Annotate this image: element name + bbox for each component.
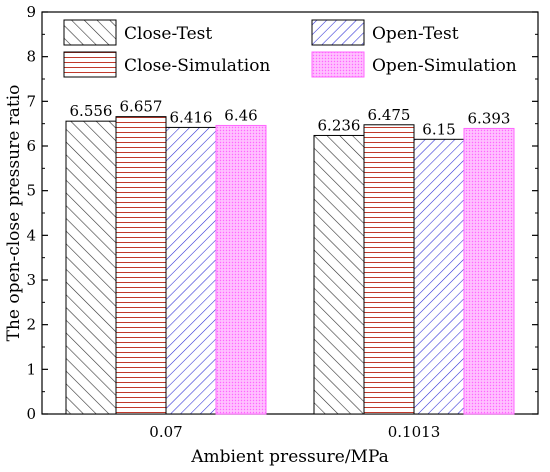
- y-axis: 0 1 2 3 4 5 6 7 8 9: [26, 3, 538, 423]
- data-label: 6.475: [368, 106, 411, 124]
- legend-swatch: [311, 51, 365, 78]
- y-tick-label: 2: [26, 316, 36, 334]
- legend-swatch: [311, 19, 365, 46]
- y-tick-label: 0: [26, 405, 36, 423]
- y-tick-label: 7: [26, 92, 36, 110]
- data-label: 6.15: [422, 120, 455, 138]
- legend-label: Close-Simulation: [124, 56, 270, 76]
- x-axis: 0.07 0.1013: [149, 408, 440, 441]
- data-label: 6.236: [318, 116, 361, 134]
- y-tick-label: 8: [26, 48, 36, 66]
- value-labels: 6.556 6.657 6.416 6.46 6.236 6.475 6.15 6.393: [70, 98, 511, 139]
- x-axis-title: Ambient pressure/MPa: [190, 447, 389, 467]
- x-tick-label: 0.1013: [388, 423, 441, 441]
- y-tick-label: 4: [26, 226, 36, 244]
- legend-swatch: [63, 51, 117, 78]
- legend-swatch: [63, 19, 117, 46]
- bar-open-simulation-0: [215, 124, 267, 415]
- y-tick-label: 1: [26, 360, 36, 378]
- y-tick-label: 9: [26, 3, 36, 21]
- y-axis-title: The open-close pressure ratio: [4, 85, 24, 342]
- data-label: 6.657: [120, 98, 163, 116]
- bar-open-simulation-1: [463, 127, 515, 415]
- x-tick-label: 0.07: [149, 423, 182, 441]
- y-tick-label: 5: [26, 182, 36, 200]
- legend-label: Open-Test: [372, 24, 459, 44]
- bar-close-simulation-0: [115, 116, 167, 415]
- legend: Close-Test Close-Simulation Open-Test Open-…: [63, 19, 517, 78]
- data-label: 6.46: [224, 106, 257, 124]
- data-label: 6.416: [170, 108, 213, 126]
- legend-label: Close-Test: [124, 24, 212, 44]
- bar-close-test-1: [313, 134, 365, 415]
- bar-open-test-1: [413, 138, 465, 415]
- bar-close-test-0: [65, 120, 117, 415]
- bars: [65, 116, 515, 415]
- bar-close-simulation-1: [363, 124, 415, 415]
- data-label: 6.393: [468, 109, 511, 127]
- y-tick-label: 3: [26, 271, 36, 289]
- legend-label: Open-Simulation: [372, 56, 517, 76]
- data-label: 6.556: [70, 102, 113, 120]
- bar-open-test-0: [165, 126, 217, 415]
- y-tick-label: 6: [26, 137, 36, 155]
